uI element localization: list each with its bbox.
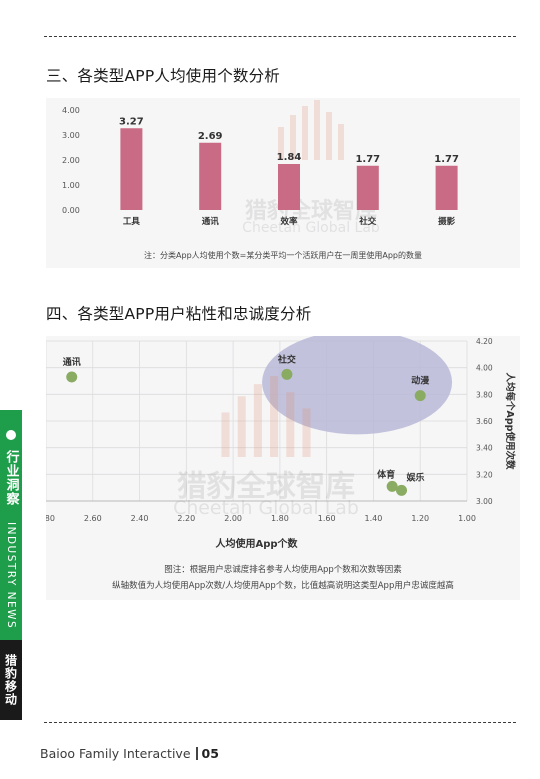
data-point xyxy=(414,390,426,402)
bar-chart-note: 注：分类App人均使用个数=某分类平均一个活跃用户在一周里使用App的数量 xyxy=(144,250,422,260)
section-4-title: 四、各类型APP用户粘性和忠诚度分析 xyxy=(46,305,312,323)
watermark-cn: 猎豹全球智库 xyxy=(177,469,355,504)
watermark-en: Cheetah Global Lab xyxy=(173,497,359,519)
watermark-bar xyxy=(314,100,320,160)
x-axis-label: 人均使用App个数 xyxy=(215,537,298,550)
category-label: 社交 xyxy=(358,216,377,227)
side-tab-category: 行业洞察 xyxy=(3,450,19,506)
watermark-bar xyxy=(326,112,332,160)
point-label: 社交 xyxy=(277,353,296,365)
watermark-bar xyxy=(237,396,246,457)
x-tick-label: 2.80 xyxy=(46,514,55,523)
y-tick-label: 1.00 xyxy=(62,181,80,190)
bar-chart-panel: 猎豹全球智库 Cheetah Global Lab 4.00 3.00 2.00 1.00… xyxy=(46,98,520,268)
footer-company: Baioo Family Interactive xyxy=(40,746,191,761)
y-tick-label: 3.40 xyxy=(476,444,493,453)
bar-value-label: 2.69 xyxy=(198,131,223,142)
bar xyxy=(120,128,143,210)
top-dashed-rule xyxy=(44,36,516,37)
x-tick-label: 2.60 xyxy=(84,514,102,523)
watermark-bar xyxy=(278,127,284,160)
watermark-cn: 猎豹全球智库 xyxy=(245,198,377,224)
footer: Baioo Family Interactive 05 xyxy=(40,746,219,761)
side-tab-dot-icon xyxy=(6,430,16,440)
category-label: 通讯 xyxy=(202,216,220,227)
watermark-bar xyxy=(290,115,296,160)
bar xyxy=(435,165,458,210)
bar xyxy=(278,164,300,210)
bottom-dashed-rule xyxy=(44,722,516,723)
category-label: 效率 xyxy=(280,216,298,227)
y-tick-label: 3.60 xyxy=(476,417,493,426)
side-tab-dark xyxy=(0,640,22,720)
y-axis-label: 人均每个App使用次数 xyxy=(504,373,516,470)
scatter-note-2: 纵轴数值为人均使用App次数/人均使用App个数，比值越高说明这类型App用户忠… xyxy=(112,580,454,591)
watermark-bar xyxy=(270,376,279,457)
bar-value-label: 3.27 xyxy=(119,116,144,127)
watermark-bar xyxy=(221,412,230,457)
bar-value-label: 1.77 xyxy=(355,154,380,165)
bar-value-label: 1.84 xyxy=(277,152,302,163)
bar-value-label: 1.77 xyxy=(434,154,459,165)
side-tab-category-en: INDUSTRY NEWS xyxy=(5,522,17,630)
watermark-bar xyxy=(302,106,308,160)
watermark-bar xyxy=(253,384,262,457)
x-tick-label: 1.00 xyxy=(458,514,476,523)
category-label: 工具 xyxy=(123,217,141,227)
y-tick-label: 4.20 xyxy=(476,337,493,346)
page-number: 05 xyxy=(201,746,219,761)
side-tab-green xyxy=(0,410,22,640)
y-tick-label: 2.00 xyxy=(62,156,80,165)
y-tick-label: 4.00 xyxy=(476,364,493,373)
bar xyxy=(356,165,379,210)
side-tab: 行业洞察 INDUSTRY NEWS 猎豹移动 xyxy=(0,410,22,720)
watermark-bar xyxy=(286,392,295,457)
x-tick-label: 2.00 xyxy=(224,514,242,523)
bar xyxy=(199,142,222,210)
watermark-en: Cheetah Global Lab xyxy=(242,220,380,236)
y-tick-label: 0.00 xyxy=(62,206,80,215)
x-tick-label: 1.40 xyxy=(365,514,383,523)
watermark-bar xyxy=(338,124,344,160)
data-point xyxy=(66,371,78,383)
y-tick-label: 3.80 xyxy=(476,390,493,399)
side-tab-brand: 猎豹移动 xyxy=(3,654,18,706)
x-tick-label: 1.20 xyxy=(411,514,429,523)
data-point xyxy=(396,484,408,496)
highlight-ellipse xyxy=(262,330,453,435)
point-label: 娱乐 xyxy=(407,471,425,483)
data-point xyxy=(386,480,398,492)
point-label: 体育 xyxy=(377,468,395,480)
point-label: 通讯 xyxy=(63,356,81,368)
category-label: 摄影 xyxy=(438,216,456,227)
watermark-bar xyxy=(302,408,311,457)
y-tick-label: 3.00 xyxy=(476,497,493,506)
x-tick-label: 1.80 xyxy=(271,514,289,523)
x-tick-label: 2.20 xyxy=(177,514,195,523)
y-tick-label: 3.20 xyxy=(476,470,493,479)
data-point xyxy=(281,368,293,380)
scatter-note-1: 图注：根据用户忠诚度排名参考人均使用App个数和次数等因素 xyxy=(164,564,402,575)
footer-separator xyxy=(195,747,198,760)
section-3-title: 三、各类型APP人均使用个数分析 xyxy=(46,67,280,85)
x-tick-label: 1.60 xyxy=(318,514,336,523)
y-tick-label: 3.00 xyxy=(62,131,80,140)
x-tick-label: 2.40 xyxy=(131,514,149,523)
y-tick-label: 4.00 xyxy=(62,106,80,115)
point-label: 动漫 xyxy=(411,375,430,387)
